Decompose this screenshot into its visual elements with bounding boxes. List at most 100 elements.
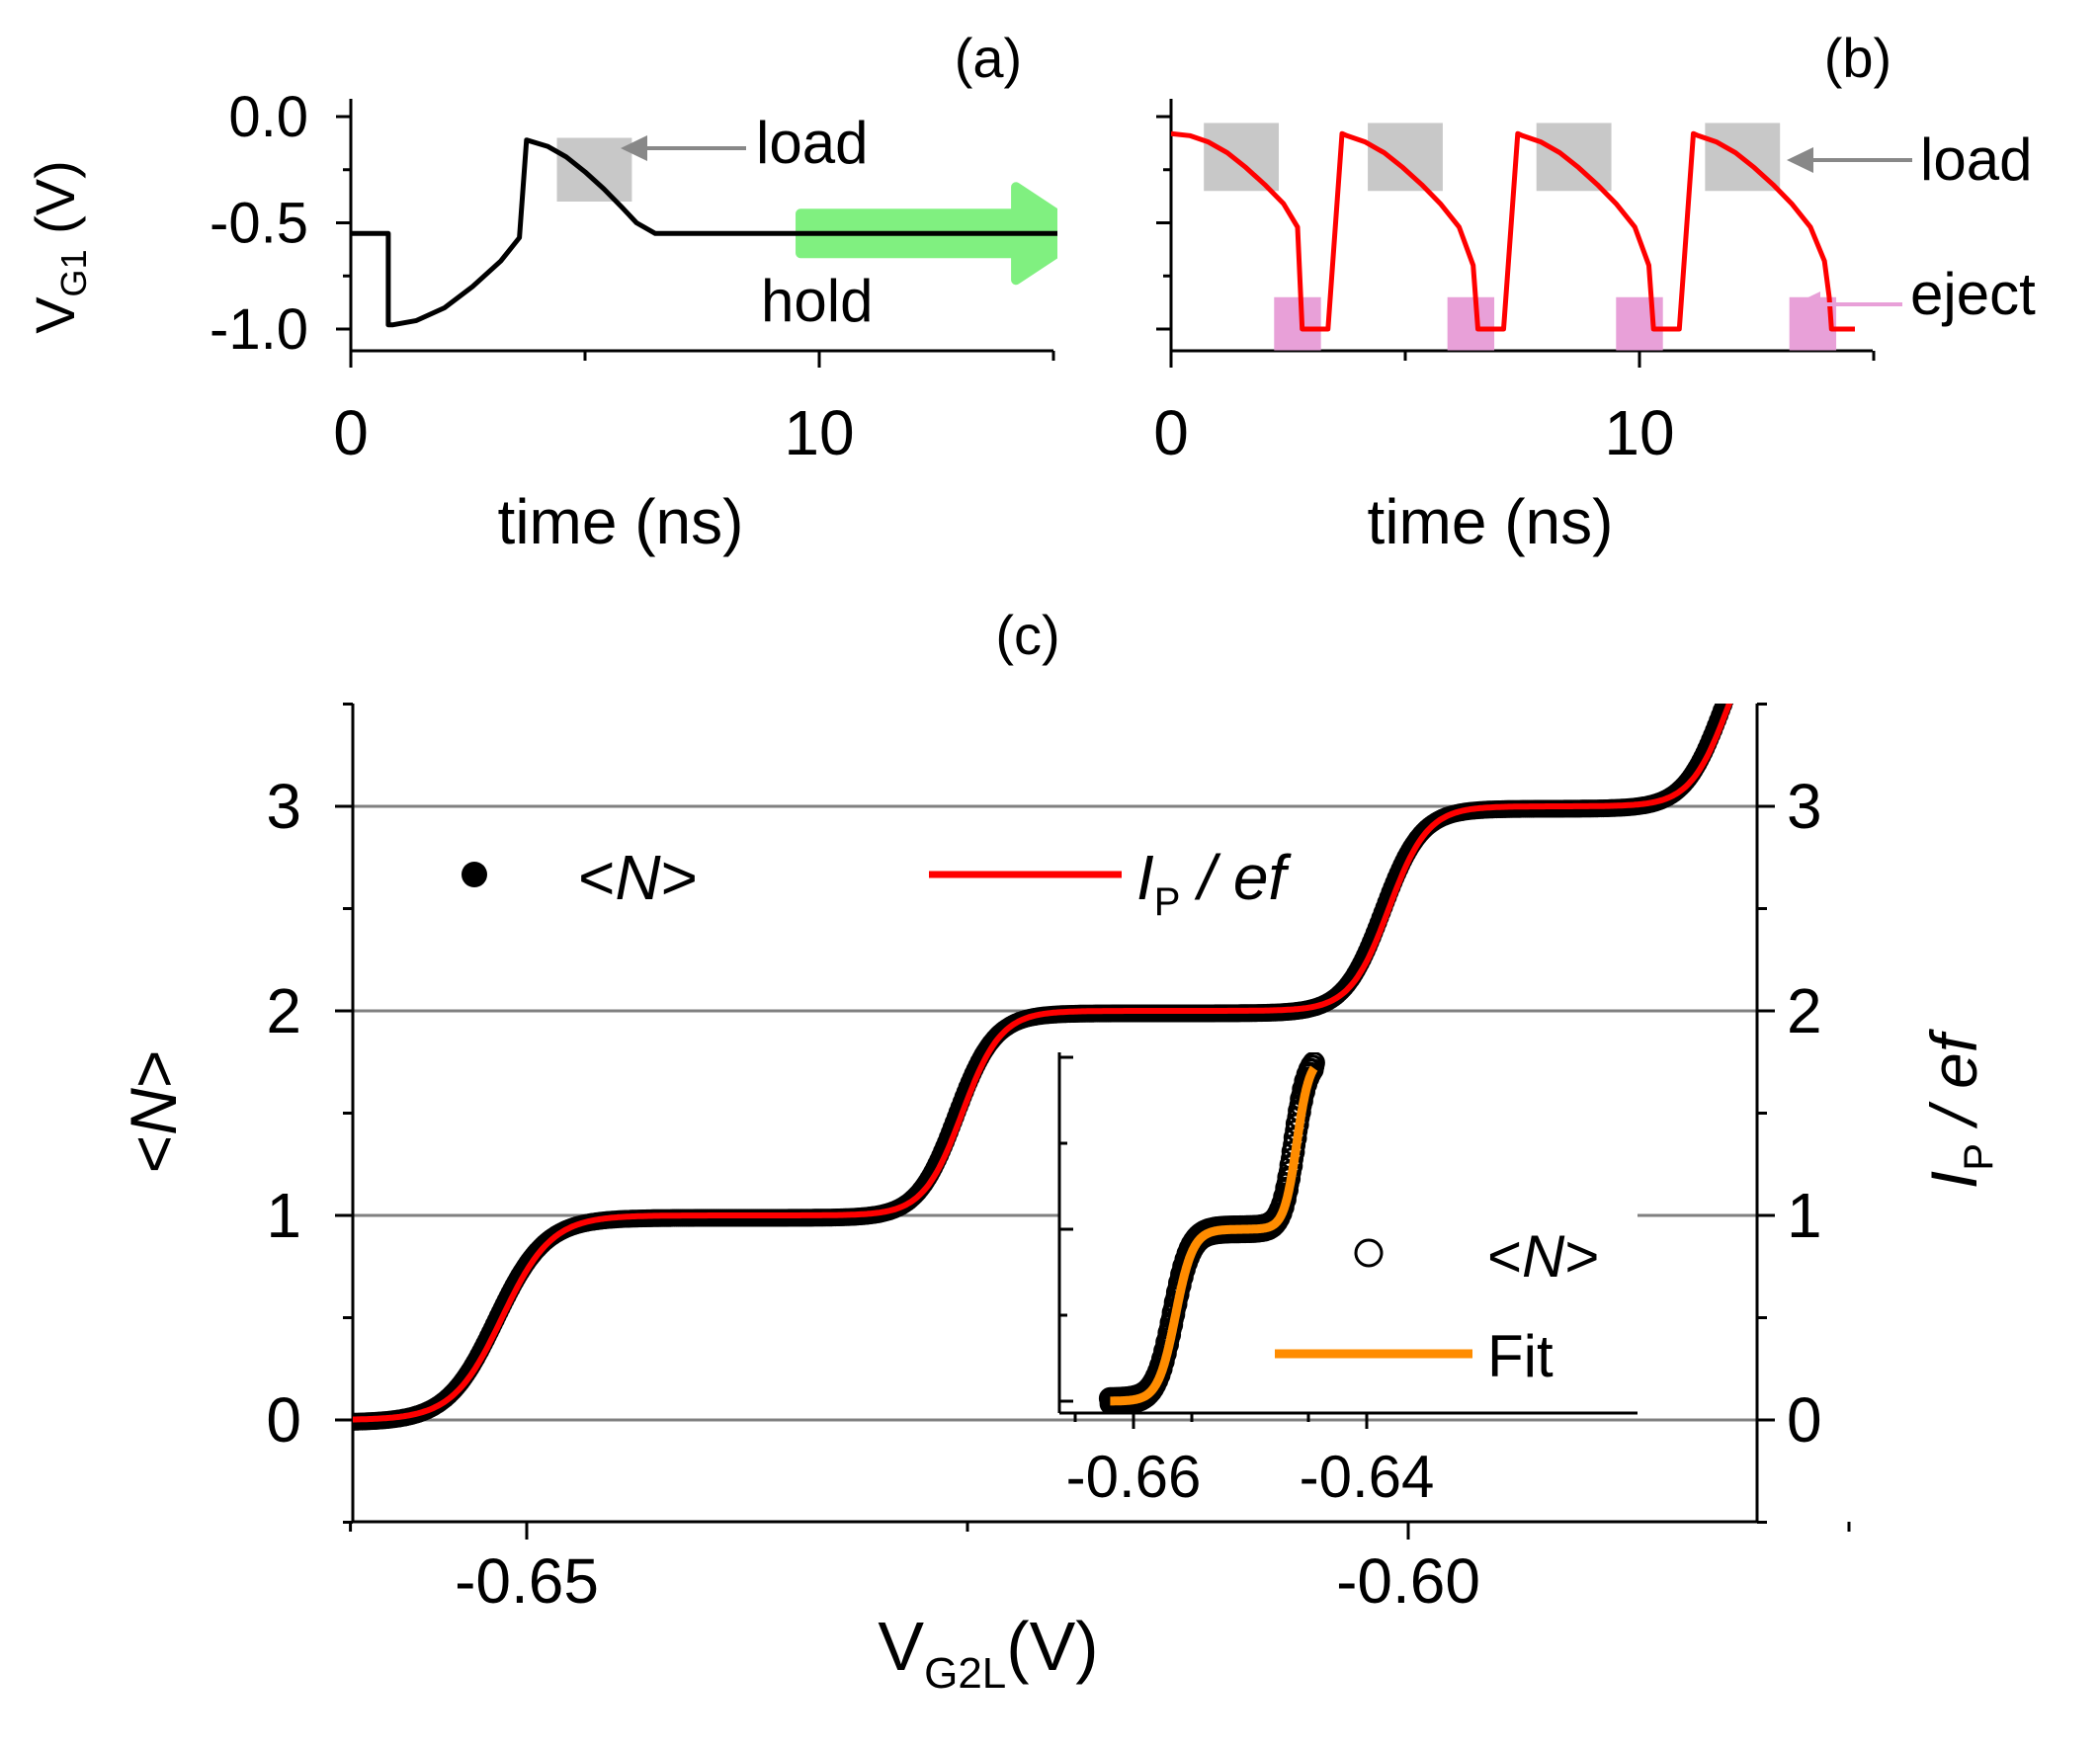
n-data-point — [1749, 624, 1767, 641]
load-box — [1536, 123, 1612, 192]
inset: -0.66 -0.64 <N> Fit — [1057, 1052, 1638, 1510]
panel-c-x-axis-label: VG2L(V) — [878, 1608, 1098, 1698]
panel-a-waveform — [351, 137, 1057, 328]
n-data-point — [1726, 667, 1744, 685]
panel-a-y-tick-label: -1.0 — [210, 297, 308, 362]
n-data-point — [1745, 629, 1763, 647]
panel-a-x-tick-label: 0 — [333, 397, 369, 468]
panel-c-y-tick-label: 1 — [266, 1180, 301, 1251]
eject-box — [1274, 296, 1321, 351]
panel-c-axes: 0 0 1 1 2 2 3 3 -0.65 -0.60 — [266, 703, 1851, 1617]
ip-ef-line — [353, 704, 1733, 1423]
panel-b: (b) 0 10 load eject time (ns) — [1153, 27, 2036, 557]
load-box — [1204, 123, 1280, 192]
panel-b-plot — [1171, 123, 1855, 351]
panel-c-x-tick-label: -0.65 — [455, 1545, 599, 1617]
xlabel-main: V — [878, 1608, 924, 1685]
load-box — [1368, 123, 1443, 192]
inset-fit-line — [1110, 1065, 1318, 1406]
panel-c-y-tick-label: 2 — [266, 975, 301, 1046]
legend-n-label: <N> — [578, 842, 698, 913]
xlabel-sub: G2L — [924, 1649, 1006, 1698]
n-data-point — [1738, 641, 1756, 659]
panel-a-y-tick-label: -0.5 — [210, 192, 308, 256]
panel-a-y-axis-label: VG1 (V) — [24, 160, 94, 334]
panel-a-annotations: load hold — [621, 110, 873, 334]
right-ylabel-unit: / ef — [1917, 1028, 1990, 1143]
hold-label: hold — [761, 268, 873, 334]
panel-b-label: (b) — [1824, 27, 1891, 89]
inset-legend-n-label: <N> — [1487, 1223, 1599, 1290]
panel-a-x-tick-label: 10 — [784, 397, 854, 468]
panel-a-plot — [351, 137, 1057, 328]
eject-box — [1616, 296, 1663, 351]
n-data-point — [1728, 662, 1746, 680]
panel-c-y-axis-label: <N> — [117, 1050, 190, 1174]
n-data-point — [1724, 704, 1730, 705]
inset-legend-fit-label: Fit — [1487, 1323, 1554, 1389]
legend-ip-sub: P — [1154, 880, 1181, 924]
eject-label: eject — [1910, 261, 2036, 327]
n-data-point — [1743, 631, 1761, 649]
panel-c-x-tick-label: -0.60 — [1336, 1545, 1480, 1617]
panel-b-x-tick-label: 0 — [1153, 397, 1189, 468]
inset-x-tick-label: -0.64 — [1300, 1444, 1435, 1510]
panel-c: (c) 0 01 12 23 3-0.65 -0.60 <N> IP / ef <N> I… — [117, 604, 2001, 1698]
panel-c-plot — [353, 622, 1769, 1431]
load-arrow-b-head — [1787, 147, 1813, 173]
xlabel-unit: (V) — [1006, 1608, 1098, 1685]
legend-ip-main: I — [1136, 842, 1154, 913]
svg-text:VG1 (V): VG1 (V) — [24, 160, 94, 334]
panel-c-right-y-axis-label: IP / ef — [1917, 1028, 2001, 1189]
panel-a-ylabel-main: V — [24, 296, 86, 334]
n-data-point — [1751, 622, 1769, 639]
n-data-point — [1721, 681, 1738, 699]
panel-c-y-tick-label: 0 — [266, 1384, 301, 1456]
panel-a-label: (a) — [955, 27, 1022, 89]
panel-c-right-y-tick-label: 1 — [1787, 1180, 1822, 1251]
inset-x-tick-label: -0.66 — [1066, 1444, 1202, 1510]
panel-a-ylabel-sub: G1 — [53, 249, 94, 296]
legend-ip-rest: / ef — [1180, 842, 1292, 913]
n-data-point — [1742, 635, 1760, 653]
eject-arrow-head — [1794, 292, 1820, 317]
n-data-point — [1736, 645, 1754, 663]
panel-c-legend: <N> IP / ef — [462, 842, 1292, 924]
panel-c-y-tick-label: 3 — [266, 771, 301, 842]
panel-a-x-axis-label: time (ns) — [498, 486, 744, 557]
panel-b-x-tick-label: 10 — [1604, 397, 1674, 468]
panel-c-right-y-tick-label: 2 — [1787, 975, 1822, 1046]
n-data-point — [1740, 638, 1758, 656]
right-ylabel-sub: P — [1955, 1143, 2001, 1171]
panel-c-label: (c) — [995, 604, 1059, 666]
legend-dot-marker — [462, 862, 487, 887]
load-arrow-a-head — [621, 135, 647, 161]
n-data-point — [1734, 649, 1752, 667]
panel-b-waveform — [1171, 130, 1855, 332]
panel-a: (a) VG1 (V) 0.0 -0.5 -1.0 0 10 load hold tim… — [24, 27, 1057, 557]
panel-a-y-tick-label: 0.0 — [228, 85, 308, 149]
load-label-a: load — [756, 110, 868, 176]
inset-axes: -0.66 -0.64 — [1057, 1052, 1638, 1510]
panel-b-x-axis-label: time (ns) — [1368, 486, 1614, 557]
n-data-point — [1747, 626, 1765, 644]
panel-b-annotations: load eject — [1787, 126, 2036, 327]
n-data-point — [1730, 658, 1748, 676]
panel-c-right-y-tick-label: 0 — [1787, 1384, 1822, 1456]
panel-b-axes: 0 10 — [1153, 99, 1876, 468]
legend-ip-label: IP / ef — [1136, 842, 1292, 924]
n-data-point — [1724, 671, 1742, 689]
inset-legend-circle-marker — [1354, 1238, 1384, 1268]
load-box — [556, 137, 632, 202]
inset-legend: <N> Fit — [1275, 1223, 1599, 1389]
load-label-b: load — [1920, 126, 2032, 193]
eject-box — [1447, 296, 1495, 351]
n-data-point — [1722, 676, 1740, 694]
panel-a-axes: 0.0 -0.5 -1.0 0 10 — [210, 85, 1055, 468]
inset-plot — [1098, 1052, 1325, 1413]
right-ylabel-main: I — [1917, 1171, 1990, 1189]
panel-c-right-y-tick-label: 3 — [1787, 771, 1822, 842]
panel-a-ylabel-unit: (V) — [24, 160, 86, 249]
n-data-point — [1732, 653, 1750, 671]
